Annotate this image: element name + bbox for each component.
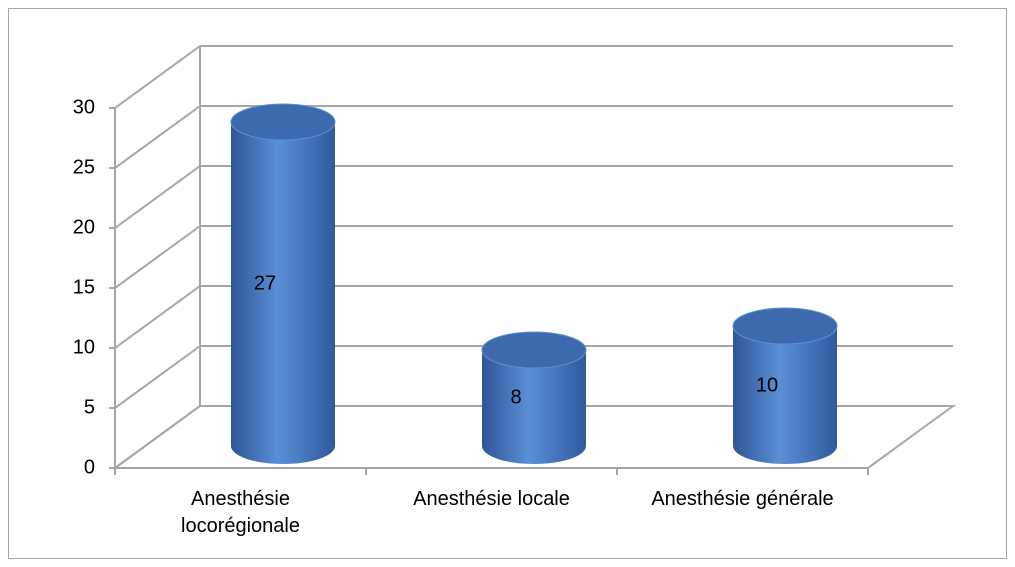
grid-depth-line [114,45,201,109]
cylinder-top [230,103,336,141]
cylinder-body [231,122,335,464]
cylinder-top [481,331,587,369]
y-tick-label: 20 [73,216,95,238]
grid-depth-line [114,285,201,349]
data-label: 10 [756,374,778,396]
bar [732,307,838,464]
x-tick-label: Anesthésie locale [413,488,570,510]
y-tick-label: 5 [84,396,95,418]
grid-depth-line [114,225,201,289]
y-tick-label: 25 [73,156,95,178]
y-tick-label: 10 [73,336,95,358]
x-tick-label: Anesthésie générale [651,488,834,510]
cylinder-body [733,326,837,464]
bar [481,331,587,464]
chart-border [8,8,1007,559]
grid-depth-line [114,345,201,409]
y-tick-label: 30 [73,96,95,118]
cylinder-top [732,307,838,345]
grid-depth-line [114,165,201,229]
y-tick-label: 15 [73,276,95,298]
data-label: 27 [254,272,276,294]
cylinder-body [482,350,586,464]
bar [230,103,336,464]
grid-depth-line [114,405,201,469]
data-label: 8 [510,386,521,408]
x-tick-label: Anesthésie locorégionale [181,488,300,537]
grid-depth-line [114,105,201,169]
y-tick-label: 0 [84,456,95,478]
